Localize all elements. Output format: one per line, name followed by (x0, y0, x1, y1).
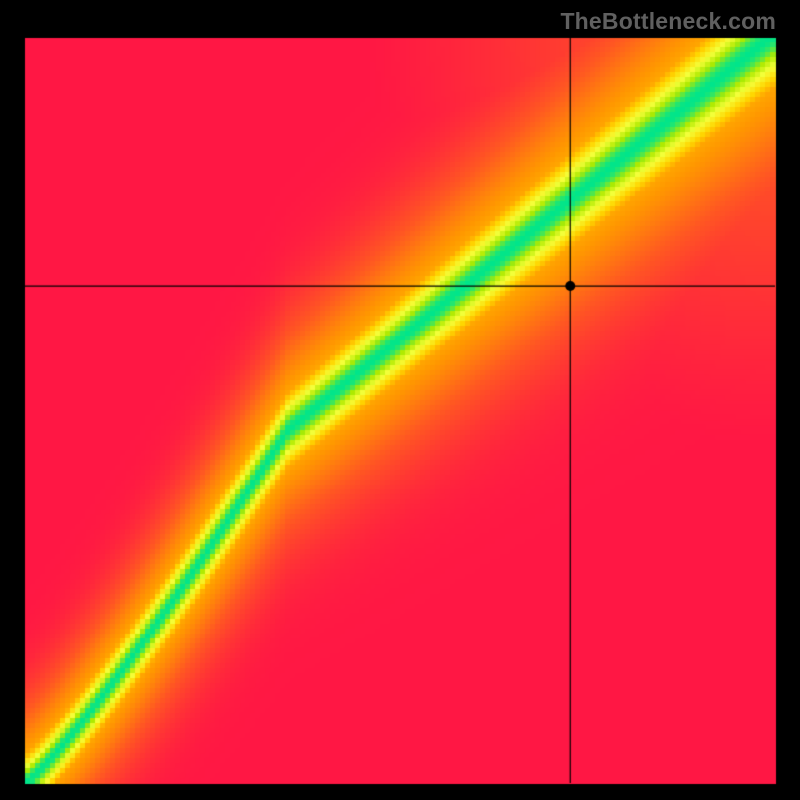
watermark-text: TheBottleneck.com (560, 8, 776, 35)
chart-container: TheBottleneck.com (0, 0, 800, 800)
bottleneck-heatmap (0, 0, 800, 800)
